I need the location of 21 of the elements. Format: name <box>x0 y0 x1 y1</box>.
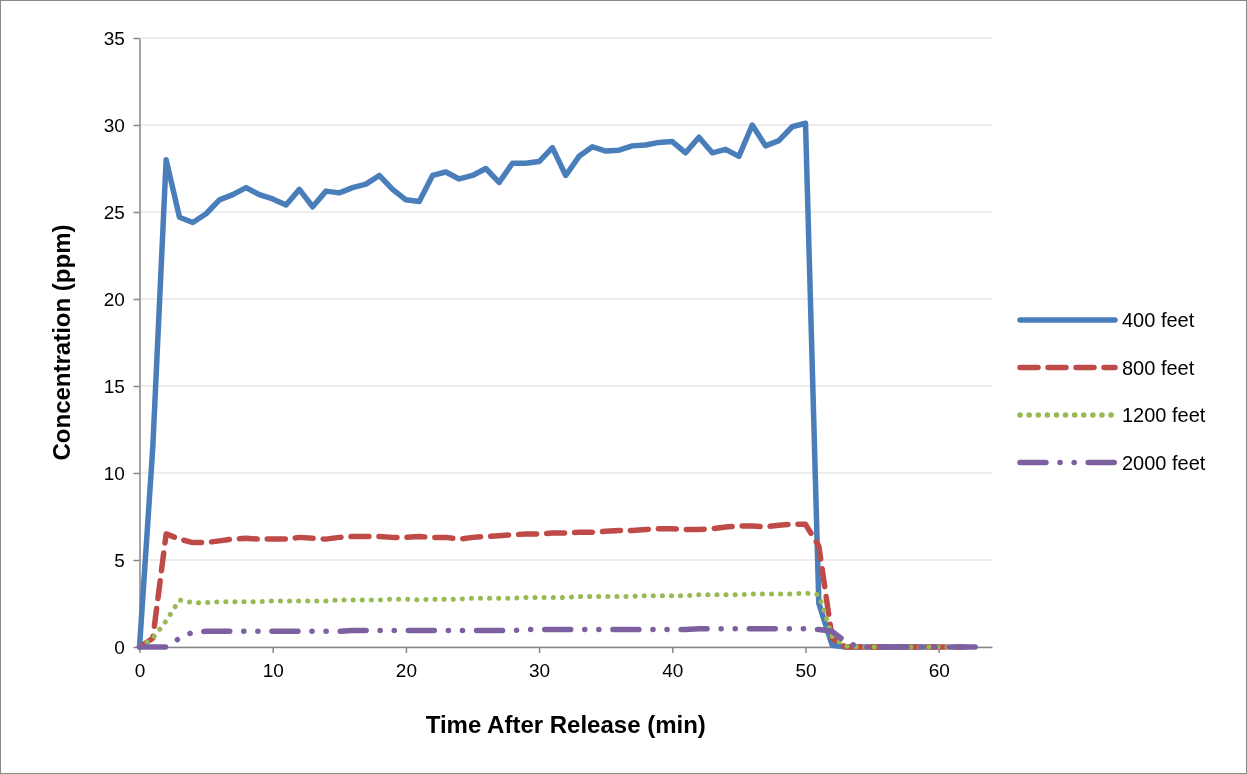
y-tick-label: 35 <box>103 27 125 49</box>
x-tick-label: 30 <box>529 659 551 681</box>
x-tick-label: 20 <box>395 659 417 681</box>
legend-label: 2000 feet <box>1122 451 1206 474</box>
y-tick-label: 25 <box>103 201 125 223</box>
y-tick-label: 30 <box>103 114 125 136</box>
y-tick-label: 10 <box>103 462 125 484</box>
y-tick-label: 5 <box>114 549 125 571</box>
x-tick-label: 10 <box>262 659 284 681</box>
x-tick-label: 50 <box>795 659 817 681</box>
x-tick-label: 40 <box>662 659 684 681</box>
y-tick-label: 20 <box>103 288 125 310</box>
x-axis-title: Time After Release (min) <box>425 711 706 738</box>
y-tick-label: 0 <box>114 636 125 658</box>
x-tick-label: 0 <box>134 659 146 681</box>
y-tick-label: 15 <box>103 375 125 397</box>
legend-label: 800 feet <box>1122 356 1195 379</box>
legend-label: 1200 feet <box>1122 404 1206 426</box>
legend-label: 400 feet <box>1122 309 1195 331</box>
x-tick-label: 60 <box>928 659 950 681</box>
y-axis-title: Concentration (ppm) <box>48 224 75 461</box>
